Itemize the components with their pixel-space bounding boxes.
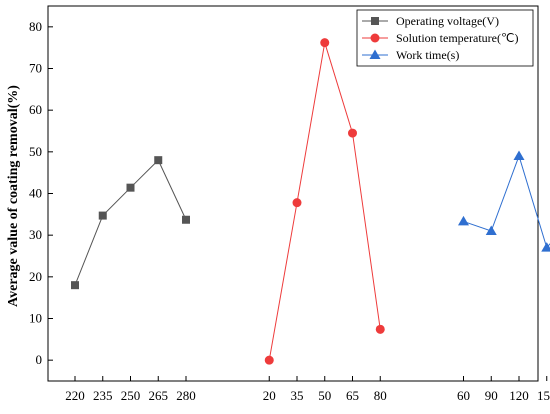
legend-entry-solution-temperature: Solution temperature(℃) bbox=[362, 31, 518, 45]
x-tick-label: 80 bbox=[374, 388, 387, 403]
data-point bbox=[513, 150, 525, 160]
data-point bbox=[348, 128, 357, 138]
series-work-time bbox=[458, 150, 550, 252]
series-operating-voltage bbox=[71, 156, 190, 290]
series-line bbox=[463, 154, 550, 249]
x-tick-label: 235 bbox=[93, 388, 113, 403]
x-tick-label: 60 bbox=[457, 388, 470, 403]
x-axis: 22023525026528020355065806090120150180 bbox=[65, 376, 550, 403]
y-tick-label: 40 bbox=[29, 186, 42, 201]
data-point bbox=[541, 242, 550, 252]
x-tick-label: 50 bbox=[318, 388, 331, 403]
x-tick-label: 20 bbox=[263, 388, 276, 403]
series-line bbox=[268, 42, 381, 361]
legend-label: Solution temperature(℃) bbox=[396, 31, 518, 45]
y-tick-label: 70 bbox=[29, 61, 42, 76]
data-point bbox=[126, 183, 135, 192]
data-point bbox=[292, 198, 302, 208]
data-point bbox=[264, 355, 274, 365]
data-point bbox=[154, 156, 163, 165]
legend-label: Work time(s) bbox=[396, 48, 459, 62]
series-line bbox=[74, 159, 187, 286]
x-tick-label: 280 bbox=[176, 388, 196, 403]
x-tick-label: 65 bbox=[346, 388, 359, 403]
x-tick-label: 220 bbox=[65, 388, 85, 403]
x-tick-label: 90 bbox=[485, 388, 498, 403]
y-tick-label: 50 bbox=[29, 144, 42, 159]
legend-marker bbox=[369, 49, 381, 59]
legend-entry-operating-voltage: Operating voltage(V) bbox=[362, 14, 499, 28]
y-axis-title: Average value of coating removal(%) bbox=[6, 85, 21, 307]
y-tick-label: 0 bbox=[36, 352, 43, 367]
y-tick-label: 60 bbox=[29, 102, 42, 117]
x-tick-label: 265 bbox=[149, 388, 169, 403]
legend: Operating voltage(V) Solution temperature… bbox=[356, 9, 534, 67]
data-point bbox=[320, 38, 330, 48]
x-tick-label: 35 bbox=[291, 388, 304, 403]
data-point bbox=[71, 281, 79, 290]
series-layer bbox=[71, 38, 550, 365]
y-axis: 0 10 20 30 40 50 60 70 80 bbox=[29, 19, 53, 367]
legend-entry-work-time: Work time(s) bbox=[362, 48, 459, 62]
y-tick-label: 80 bbox=[29, 19, 42, 34]
x-tick-label: 150 bbox=[537, 388, 550, 403]
y-tick-label: 30 bbox=[29, 227, 42, 242]
legend-label: Operating voltage(V) bbox=[396, 14, 499, 28]
y-tick-label: 10 bbox=[29, 311, 42, 326]
x-tick-label: 120 bbox=[509, 388, 529, 403]
x-tick-label: 250 bbox=[121, 388, 141, 403]
data-point bbox=[458, 215, 469, 226]
data-point bbox=[182, 215, 190, 224]
legend-marker bbox=[371, 17, 379, 25]
y-tick-label: 20 bbox=[29, 269, 42, 284]
data-point bbox=[375, 324, 385, 334]
data-point bbox=[98, 211, 107, 220]
series-solution-temperature bbox=[264, 38, 385, 365]
legend-marker bbox=[370, 33, 380, 43]
data-point bbox=[485, 225, 497, 235]
